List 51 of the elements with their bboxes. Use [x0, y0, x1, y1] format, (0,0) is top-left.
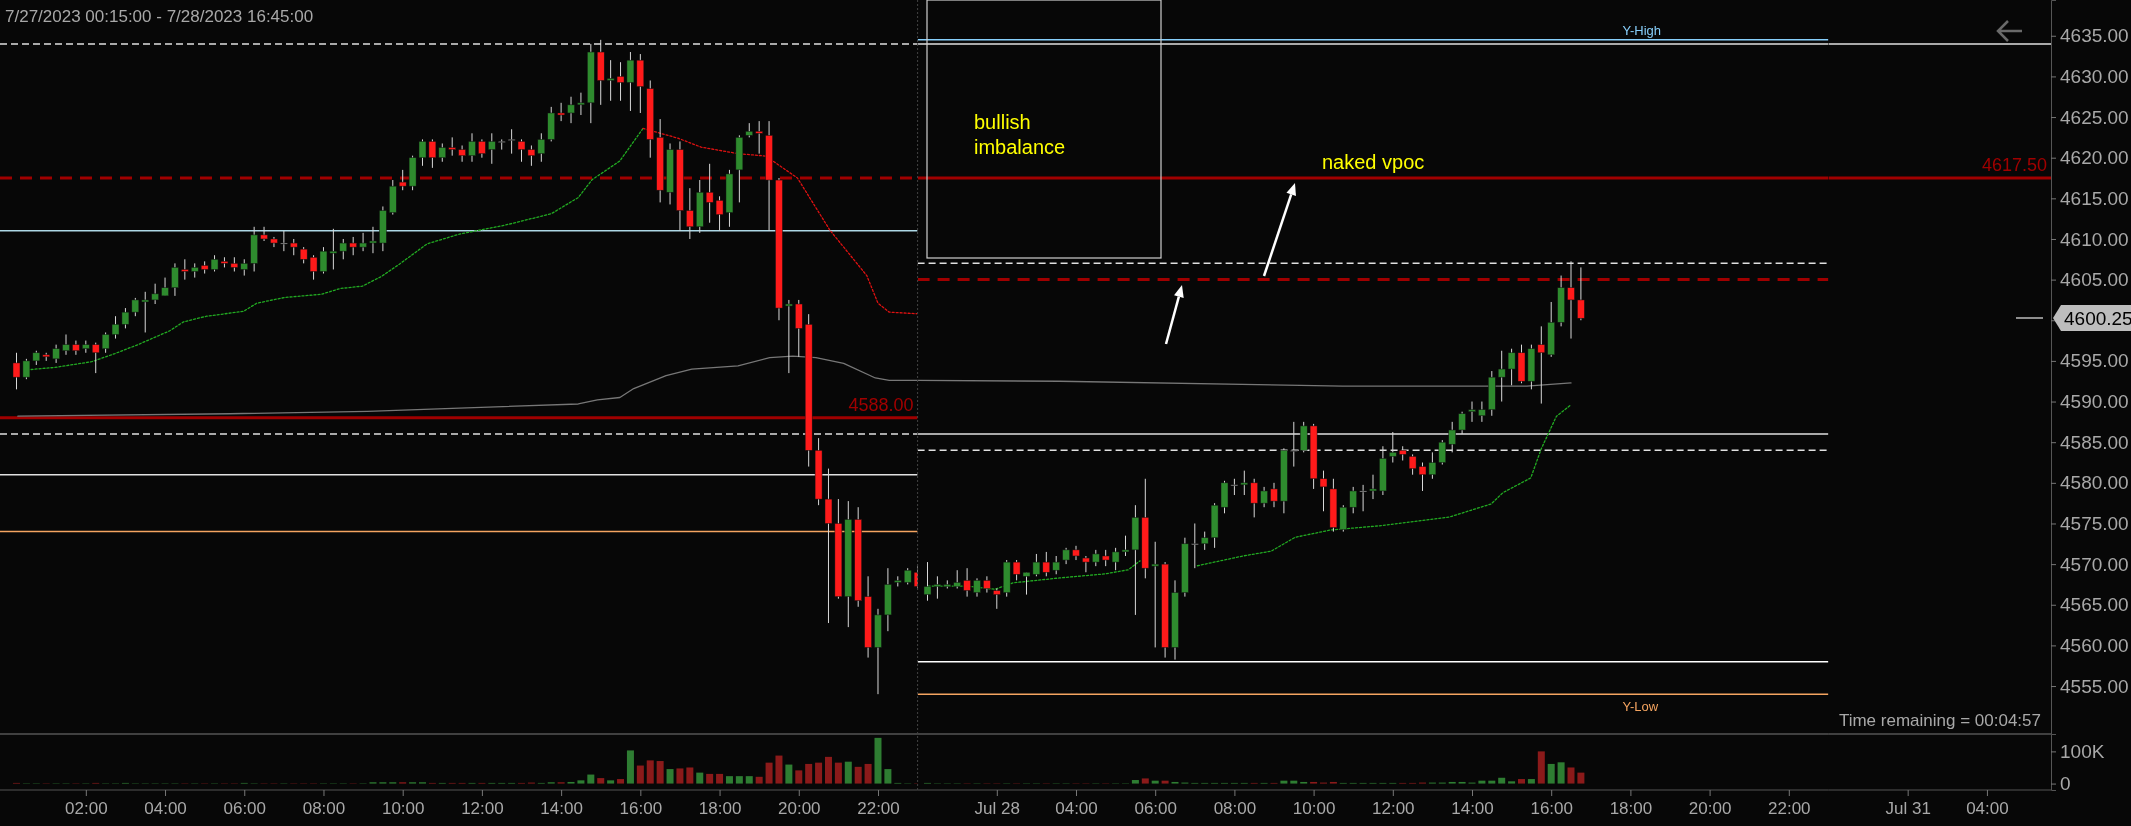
annotation: naked vpoc: [1322, 151, 1425, 173]
y-tick-label: 4560.00: [2060, 634, 2129, 656]
y-tick-label: 4580.00: [2060, 472, 2129, 494]
y-tick-label: 4605.00: [2060, 269, 2129, 291]
y-tick-label: 4615.00: [2060, 187, 2129, 209]
x-tick-label: 06:00: [1134, 799, 1177, 819]
x-tick-label: 14:00: [1451, 799, 1494, 819]
x-tick-label: 20:00: [1688, 799, 1732, 819]
x-tick-label: 20:00: [778, 799, 821, 819]
x-tick-label: 16:00: [1530, 799, 1573, 819]
y-tick-label: 4565.00: [2060, 594, 2129, 616]
y-tick-label: 4570.00: [2060, 553, 2129, 575]
y-tick-label: 4585.00: [2060, 431, 2129, 453]
y-tick-label: 4575.00: [2060, 513, 2129, 535]
x-tick-label: 18:00: [698, 799, 742, 819]
x-tick-label: 16:00: [619, 799, 663, 819]
ref-line-label: 4588.00: [848, 394, 914, 415]
y-tick-label: 4635.00: [2060, 25, 2129, 47]
annotation: Time remaining = 00:04:57: [1838, 710, 2041, 730]
x-tick-label: 06:00: [223, 799, 267, 819]
y-tick-label: 4620.00: [2060, 147, 2129, 169]
y-tick-label: 100K: [2060, 740, 2105, 762]
x-tick-label: 08:00: [1213, 799, 1257, 819]
x-tick-label: 04:00: [144, 799, 187, 819]
x-tick-label: 02:00: [65, 799, 108, 819]
x-tick-label: 12:00: [461, 799, 504, 819]
x-tick-label: 14:00: [540, 799, 583, 819]
y-tick-label: 4555.00: [2060, 675, 2129, 697]
y-tick-label: 0: [2060, 773, 2071, 795]
y-tick-label: 4610.00: [2060, 228, 2129, 250]
x-tick-label: 10:00: [381, 799, 425, 819]
x-tick-label: Jul 31: [1885, 799, 1931, 819]
chart-title: 7/27/2023 00:15:00 - 7/28/2023 16:45:00: [5, 7, 314, 26]
y-tick-label: 4595.00: [2060, 350, 2129, 372]
y-tick-label: 4590.00: [2060, 391, 2129, 413]
annotation: Y-High: [1622, 23, 1662, 39]
y-tick-label: 4625.00: [2060, 106, 2129, 128]
annotation: bullish imbalance: [974, 111, 1066, 158]
ref-line-label: 4617.50: [1981, 155, 2047, 176]
x-tick-label: 22:00: [857, 799, 900, 819]
x-tick-label: 10:00: [1292, 799, 1336, 819]
x-tick-label: 12:00: [1372, 799, 1415, 819]
y-tick-label: 4630.00: [2060, 65, 2129, 87]
text: 4600.25: [2064, 308, 2131, 329]
x-tick-label: 18:00: [1609, 799, 1653, 819]
annotation: Y-Low: [1622, 698, 1659, 714]
x-tick-label: 04:00: [1055, 799, 1098, 819]
x-tick-label: 08:00: [302, 799, 346, 819]
x-tick-label: 22:00: [1768, 799, 1811, 819]
x-tick-label: 04:00: [1966, 799, 2009, 819]
x-tick-label: Jul 28: [974, 799, 1020, 819]
